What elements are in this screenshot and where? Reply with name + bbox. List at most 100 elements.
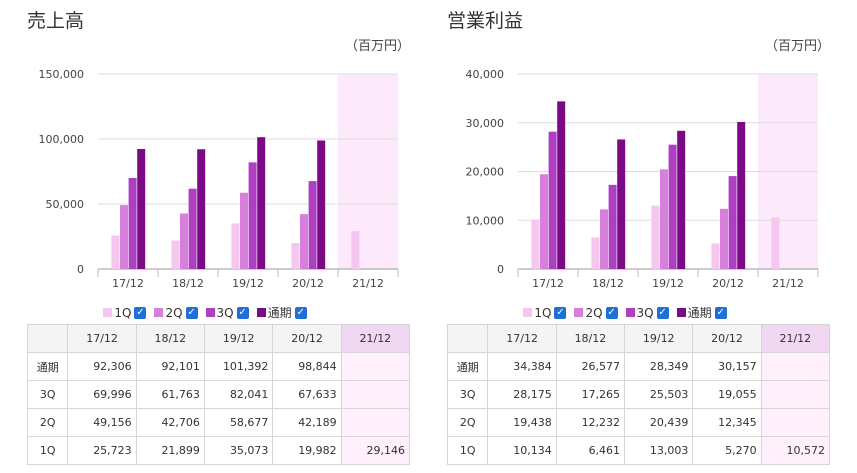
legend-item-1q[interactable]: 1Q ✓ <box>103 304 147 321</box>
bar-q1 <box>591 237 600 269</box>
legend-item-2q[interactable]: 2Q ✓ <box>154 304 198 321</box>
legend-label-2q: 2Q <box>165 305 183 320</box>
table-cell: 69,996 <box>67 380 137 409</box>
table-cell: 67,633 <box>272 380 342 409</box>
column-header: 18/12 <box>135 324 205 353</box>
legend-swatch-3q <box>205 308 215 317</box>
row-header: 3Q <box>446 380 489 409</box>
checkbox-icon[interactable]: ✓ <box>554 306 567 319</box>
table-cell: 42,189 <box>272 408 342 437</box>
table-cell <box>760 380 831 409</box>
x-tick-label: 18/12 <box>172 277 204 290</box>
table-cell: 5,270 <box>692 436 762 465</box>
legend-swatch-2q <box>154 308 164 317</box>
table-cell: 20,439 <box>624 408 694 437</box>
x-tick-label: 20/12 <box>712 277 744 290</box>
legend-item-full[interactable]: 通期 ✓ <box>676 304 727 321</box>
table-cell: 98,844 <box>272 352 342 381</box>
row-header: 1Q <box>446 436 489 465</box>
table-row: 1Q 10,134 6,461 13,003 5,270 10,572 <box>446 436 831 465</box>
table-cell <box>760 408 831 437</box>
table-cell: 6,461 <box>555 436 626 465</box>
legend-item-2q[interactable]: 2Q ✓ <box>574 304 618 321</box>
column-header: 21/12 <box>340 324 411 353</box>
bar-q1 <box>231 223 240 269</box>
checkbox-icon[interactable]: ✓ <box>656 306 669 319</box>
bar-q3 <box>248 162 257 269</box>
checkbox-icon[interactable]: ✓ <box>294 306 307 319</box>
table-row: 3Q 69,996 61,763 82,041 67,633 <box>26 380 411 409</box>
table-cell: 19,982 <box>272 436 342 465</box>
legend-swatch-full <box>256 308 266 317</box>
table-cell: 101,392 <box>203 352 274 381</box>
table-cell: 12,232 <box>555 408 626 437</box>
bar-q3 <box>668 144 677 269</box>
legend-item-3q[interactable]: 3Q ✓ <box>205 304 249 321</box>
column-header: 17/12 <box>487 324 557 353</box>
table-cell: 10,134 <box>487 436 557 465</box>
table-cell: 82,041 <box>203 380 274 409</box>
bar-q1 <box>531 219 540 269</box>
checkbox-icon[interactable]: ✓ <box>714 306 727 319</box>
checkbox-icon[interactable]: ✓ <box>605 306 618 319</box>
profit-unit-label: （百万円） <box>764 39 830 54</box>
bar-q2 <box>720 208 728 269</box>
legend-swatch-1q <box>103 308 113 317</box>
table-cell: 28,175 <box>487 380 557 409</box>
row-header: 2Q <box>26 408 69 437</box>
table-cell: 10,572 <box>760 436 831 465</box>
forecast-highlight-band <box>338 74 398 269</box>
profit-data-table: 17/12 18/12 19/12 20/12 21/12 通期 34,384 … <box>446 324 831 465</box>
legend-label-1q: 1Q <box>534 305 552 320</box>
y-tick-label: 40,000 <box>466 68 505 81</box>
row-header: 通期 <box>446 352 489 381</box>
bar-q1 <box>711 243 720 269</box>
bar-q3 <box>608 184 617 269</box>
table-cell: 61,763 <box>135 380 205 409</box>
y-tick-label: 20,000 <box>466 166 505 179</box>
legend-swatch-2q <box>574 308 584 317</box>
legend-swatch-full <box>676 308 686 317</box>
row-header: 通期 <box>26 352 69 381</box>
checkbox-icon[interactable]: ✓ <box>236 306 249 319</box>
table-cell <box>340 380 411 409</box>
legend-item-3q[interactable]: 3Q ✓ <box>625 304 669 321</box>
table-cell: 12,345 <box>692 408 762 437</box>
checkbox-icon[interactable]: ✓ <box>185 306 198 319</box>
table-cell: 35,073 <box>203 436 274 465</box>
x-tick-label: 19/12 <box>652 277 684 290</box>
legend-item-full[interactable]: 通期 ✓ <box>256 304 307 321</box>
table-cell <box>760 352 831 381</box>
table-cell: 26,577 <box>555 352 626 381</box>
bar-q2 <box>240 192 248 269</box>
bar-q1 <box>111 235 120 269</box>
profit-legend: 1Q ✓ 2Q ✓ 3Q ✓ 通期 ✓ <box>420 304 830 321</box>
bar-q3 <box>308 181 317 269</box>
x-tick-label: 21/12 <box>772 277 804 290</box>
table-row: 通期 34,384 26,577 28,349 30,157 <box>446 352 831 381</box>
y-tick-label: 0 <box>77 263 84 276</box>
table-cell <box>340 352 411 381</box>
row-header: 2Q <box>446 408 489 437</box>
bar-q2 <box>120 205 128 269</box>
table-corner <box>446 324 489 353</box>
operating-profit-panel: 営業利益 （百万円） 0 10,000 20,000 30,000 40,000 17/1… <box>420 0 831 473</box>
y-tick-label: 100,000 <box>39 133 85 146</box>
legend-item-1q[interactable]: 1Q ✓ <box>523 304 567 321</box>
table-cell: 19,438 <box>487 408 557 437</box>
bar-full <box>617 139 626 269</box>
table-corner <box>26 324 69 353</box>
table-cell: 92,306 <box>67 352 137 381</box>
bar-q1 <box>351 231 360 269</box>
y-tick-label: 10,000 <box>466 214 505 227</box>
bar-q1 <box>651 205 660 269</box>
bar-q3 <box>188 188 197 269</box>
x-tick-label: 19/12 <box>232 277 264 290</box>
column-header: 17/12 <box>67 324 137 353</box>
table-row: 3Q 28,175 17,265 25,503 19,055 <box>446 380 831 409</box>
table-cell <box>340 408 411 437</box>
bar-full <box>557 101 566 270</box>
sales-legend: 1Q ✓ 2Q ✓ 3Q ✓ 通期 ✓ <box>0 304 410 321</box>
bar-q3 <box>548 131 557 269</box>
checkbox-icon[interactable]: ✓ <box>134 306 147 319</box>
